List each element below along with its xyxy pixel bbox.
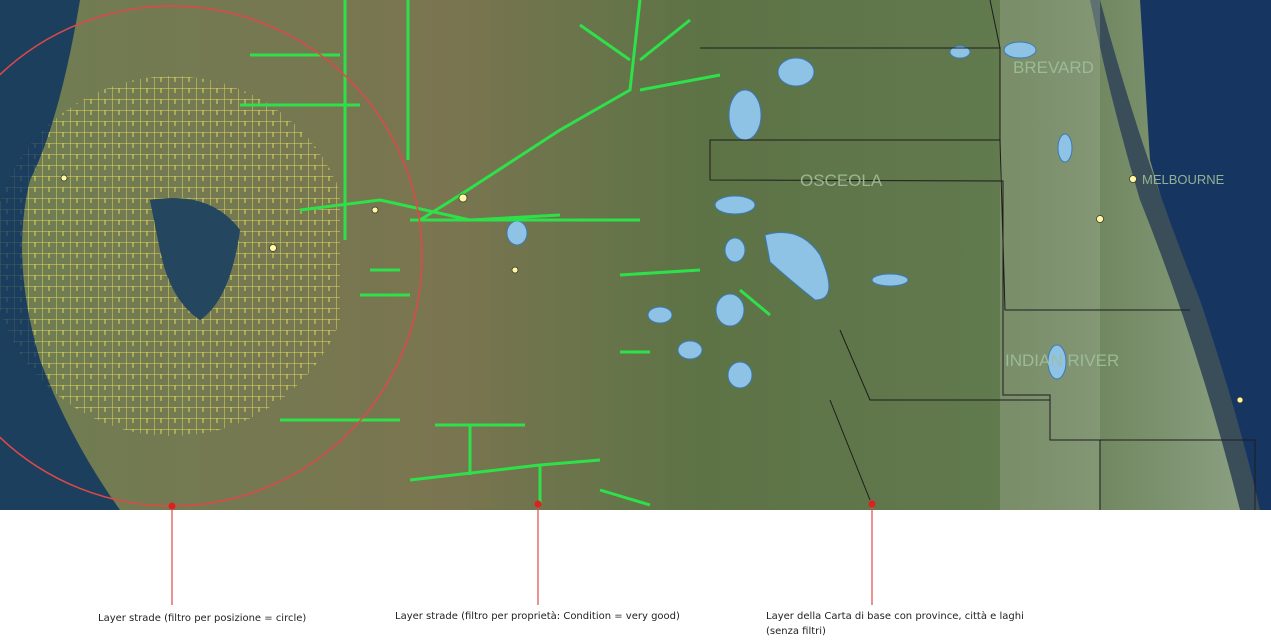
city [458, 193, 468, 203]
road [370, 18, 691, 505]
pointer-dots [168, 500, 876, 510]
city [511, 266, 519, 274]
city [269, 244, 277, 252]
gulf [0, 0, 120, 510]
lake [715, 293, 745, 327]
lake [1047, 344, 1067, 380]
road [280, 198, 640, 427]
lake [871, 273, 909, 287]
city [1096, 215, 1104, 223]
caption: Layer strade (filtro per posizione = cir… [98, 613, 307, 624]
border [829, 139, 1190, 510]
city [1129, 175, 1137, 183]
city-label: MELBOURNE [1142, 172, 1225, 187]
pointer-dot [168, 502, 176, 510]
lake [1057, 133, 1073, 163]
lake [764, 232, 830, 301]
road [360, 73, 771, 507]
city [371, 206, 379, 214]
city [60, 174, 68, 182]
lakes [506, 41, 1073, 389]
city [1236, 396, 1244, 404]
lake [727, 361, 753, 389]
border [700, 47, 1256, 510]
lagoon [1090, 0, 1260, 510]
lake [728, 89, 762, 141]
green-roads [240, 0, 771, 507]
bay-overlay [150, 198, 240, 320]
lake [1003, 41, 1037, 59]
lake [777, 57, 815, 87]
county-borders [700, 0, 1256, 510]
pointer-dot [534, 500, 542, 508]
pointer-dot [868, 500, 876, 508]
border [989, 0, 1001, 49]
county-label: OSCEOLA [800, 171, 883, 190]
atlantic [1140, 0, 1271, 510]
caption: Layer della Carta di base con province, … [766, 611, 1024, 637]
basemap: BREVARD OSCEOLA INDIAN RIVER MELBOURNE [0, 0, 1271, 510]
pointers [171, 504, 873, 605]
lake [724, 237, 746, 263]
county-label: BREVARD [1013, 58, 1094, 77]
lake [506, 220, 528, 246]
county-label: INDIAN RIVER [1005, 351, 1119, 370]
lake [647, 306, 673, 324]
lake [677, 340, 703, 360]
lake [714, 195, 756, 215]
lake [949, 45, 971, 59]
caption: Layer strade (filtro per proprietà: Cond… [395, 611, 680, 622]
cities [60, 174, 1244, 404]
road [343, 0, 642, 240]
